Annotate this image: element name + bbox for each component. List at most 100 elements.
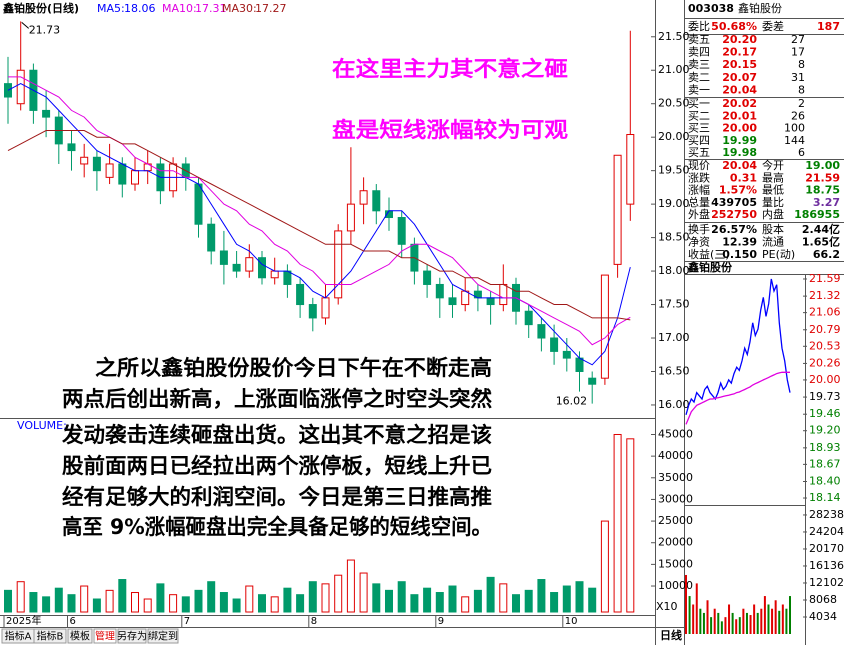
quote-cell: 涨幅 bbox=[688, 184, 710, 197]
intraday-volume-bar bbox=[774, 600, 777, 634]
candle-body bbox=[346, 203, 355, 232]
tab-label[interactable]: 另存为 bbox=[117, 630, 147, 643]
quote-cell: 卖五 bbox=[688, 33, 710, 46]
paragraph-line: 之所以鑫铂股份股价今日下午在不断走高 bbox=[95, 356, 492, 380]
paragraph-line: 发动袭击连续砸盘出货。这出其不意之招是该 bbox=[61, 423, 492, 447]
y-tick-label: 17.00 bbox=[658, 331, 690, 344]
intraday-volume-bar bbox=[710, 617, 713, 634]
y-tick-label: 18.14 bbox=[809, 491, 841, 504]
volume-bar bbox=[92, 598, 101, 613]
y-tick-label: 20000 bbox=[658, 536, 693, 549]
y-tick-label: 18.40 bbox=[809, 475, 841, 488]
quote-cell: 换手 bbox=[688, 222, 710, 236]
candle-body bbox=[334, 230, 343, 299]
intraday-volume-bar bbox=[771, 608, 774, 634]
candle-body bbox=[207, 223, 216, 252]
volume-bar bbox=[473, 589, 482, 613]
tab-label[interactable]: 管理 bbox=[95, 630, 115, 643]
volume-bar bbox=[486, 576, 495, 613]
zoom-label: X10 bbox=[656, 600, 678, 613]
candle-body bbox=[588, 377, 597, 385]
paragraph-line: 高至 9%涨幅砸盘出完全具备足够的短线空间。 bbox=[62, 515, 492, 539]
quote-cell: 20.04 bbox=[722, 83, 757, 96]
quote-cell: 100 bbox=[784, 122, 805, 135]
quote-cell: 2.44亿 bbox=[802, 222, 840, 236]
volume-bar bbox=[372, 583, 381, 613]
volume-bar bbox=[537, 579, 546, 613]
quote-cell: 0.31 bbox=[730, 171, 757, 184]
tab[interactable] bbox=[33, 628, 67, 644]
intraday-volume-bar bbox=[706, 600, 709, 634]
period-label[interactable]: 日线 bbox=[660, 628, 682, 642]
tab-label[interactable]: 指标B bbox=[37, 630, 64, 643]
volume-bar bbox=[512, 594, 520, 613]
volume-bar bbox=[308, 581, 317, 613]
quote-cell: 31 bbox=[791, 71, 805, 84]
intraday-line bbox=[685, 278, 791, 415]
candle-body bbox=[219, 250, 228, 265]
intraday-volume-bar bbox=[763, 596, 766, 634]
x-tick-label: 9 bbox=[438, 616, 444, 627]
candle-body bbox=[613, 154, 622, 265]
quote-cell: 12.39 bbox=[722, 236, 757, 249]
intraday-volume-bar bbox=[702, 612, 705, 634]
quote-cell: 买一 bbox=[688, 97, 710, 110]
intraday-volume-bar bbox=[720, 621, 723, 634]
stock-name: 鑫铂股份 bbox=[738, 1, 782, 15]
candle-body bbox=[537, 324, 546, 339]
quote-cell: 26 bbox=[791, 109, 805, 122]
intraday-line bbox=[685, 371, 790, 425]
volume-bar bbox=[207, 581, 216, 613]
candle-body bbox=[232, 263, 241, 272]
quote-cell: 19.98 bbox=[722, 146, 757, 159]
x-tick-label: 10 bbox=[565, 616, 578, 627]
quote-cell: 144 bbox=[784, 134, 805, 147]
y-tick-label: 19.20 bbox=[809, 424, 841, 437]
candle-body bbox=[4, 83, 12, 98]
quote-cell: 涨跌 bbox=[688, 170, 710, 184]
y-tick-label: 20.53 bbox=[809, 339, 841, 352]
volume-bar bbox=[181, 596, 190, 613]
quote-cell: 0.150 bbox=[722, 248, 757, 261]
y-tick-label: 19.46 bbox=[809, 407, 841, 420]
x-tick-label: 8 bbox=[311, 616, 317, 627]
legend-value: 17.31 bbox=[195, 2, 227, 15]
quote-cell: 内盘 bbox=[762, 207, 784, 221]
x-tick-label: 6 bbox=[70, 616, 76, 627]
quote-cell: 27 bbox=[791, 33, 805, 46]
candle-body bbox=[321, 297, 330, 319]
candle-body bbox=[397, 217, 406, 245]
y-tick-label: 19.50 bbox=[658, 164, 690, 177]
candle-body bbox=[372, 190, 381, 212]
quote-cell: 20.02 bbox=[722, 97, 757, 110]
quote-cell: 187 bbox=[817, 20, 840, 33]
tab[interactable] bbox=[67, 628, 93, 644]
intraday-volume-bar bbox=[778, 610, 781, 634]
y-tick-label: 24204 bbox=[809, 525, 844, 538]
y-tick-label: 21.32 bbox=[809, 289, 841, 302]
tab[interactable] bbox=[117, 628, 147, 644]
candle-body bbox=[626, 134, 635, 205]
quote-cell: 卖四 bbox=[688, 46, 710, 59]
volume-bar bbox=[156, 583, 165, 613]
tab-label[interactable]: 绑定到 bbox=[148, 630, 178, 643]
candle-body bbox=[562, 350, 571, 359]
quote-cell: 卖一 bbox=[688, 83, 710, 96]
candle-body bbox=[67, 143, 76, 152]
tab-label[interactable]: 指标A bbox=[5, 630, 32, 643]
y-tick-label: 30000 bbox=[658, 492, 693, 505]
tab[interactable] bbox=[93, 628, 117, 644]
volume-bar bbox=[410, 594, 419, 613]
quote-cell: 总量 bbox=[688, 195, 710, 209]
volume-bar bbox=[67, 594, 76, 613]
quote-cell: 8 bbox=[798, 83, 805, 96]
quote-cell: 现价 bbox=[688, 159, 710, 172]
intraday-volume-bar bbox=[760, 608, 763, 634]
volume-bar bbox=[270, 596, 279, 613]
candle-body bbox=[296, 283, 305, 306]
tab-label[interactable]: 模板 bbox=[70, 630, 90, 643]
tab[interactable] bbox=[147, 628, 179, 644]
quote-cell: 20.20 bbox=[722, 33, 757, 46]
candle-body bbox=[80, 156, 89, 165]
